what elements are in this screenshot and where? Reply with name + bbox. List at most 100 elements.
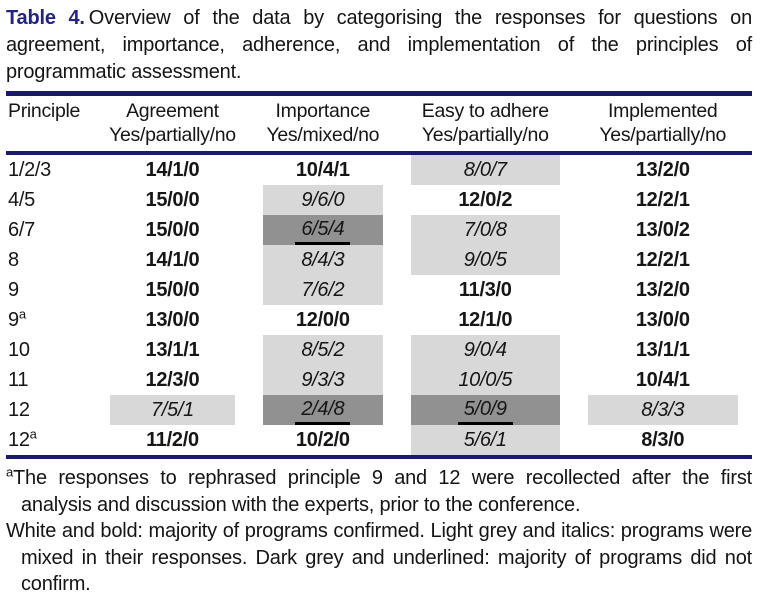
table-row: 4/5 15/0/0 9/6/0 12/0/2 12/2/1 [6,185,752,215]
principle-cell: 12a [8,426,37,451]
table-row: 12a 11/2/0 10/2/0 5/6/1 8/3/0 [6,425,752,457]
value-cell-confirmed: 12/0/2 [397,185,573,215]
value-text: 7/6/2 [301,279,345,301]
column-header-label: Agreement [126,100,219,122]
value-cell-confirmed: 13/0/0 [96,305,248,335]
value-cell-mixed: 9/3/3 [249,365,397,395]
value-cell-mixed: 9/0/4 [397,335,573,365]
value-text: 12/1/0 [458,309,513,331]
value-text: 2/4/8 [295,397,351,425]
column-header-label: Importance [275,100,371,122]
value-cell-confirmed: 11/3/0 [397,275,573,305]
value-cell-notconfirmed: 5/0/9 [397,395,573,425]
value-cell-confirmed: 13/2/0 [574,153,753,185]
table-row: 8 14/1/0 8/4/3 9/0/5 12/2/1 [6,245,752,275]
value-text: 15/0/0 [145,189,200,211]
value-text: 10/4/1 [295,159,350,181]
value-cell-mixed: 8/4/3 [249,245,397,275]
footnote-marker: a [6,464,14,480]
value-cell-mixed: 5/6/1 [397,425,573,457]
value-text: 7/0/8 [463,219,507,241]
value-cell-confirmed: 13/0/0 [574,305,753,335]
value-cell-mixed: 8/5/2 [249,335,397,365]
value-cell-confirmed: 13/1/1 [96,335,248,365]
principle-cell: 1/2/3 [8,159,51,181]
value-text: 13/1/1 [145,339,200,361]
table-row: 10 13/1/1 8/5/2 9/0/4 13/1/1 [6,335,752,365]
footnote-legend: White and bold: majority of programs con… [6,518,752,598]
value-text: 14/1/0 [145,159,200,181]
value-text: 13/0/0 [635,309,690,331]
principle-cell: 8 [8,249,19,271]
footnote-text: White and bold: majority of programs con… [6,520,752,595]
value-text: 8/3/0 [641,429,685,451]
value-text: 10/4/1 [635,369,690,391]
results-table: Principle Agreement Yes/partially/no Imp… [6,91,752,459]
column-header-implemented: Implemented Yes/partially/no [574,94,753,154]
value-cell-mixed: 8/3/3 [574,395,753,425]
value-text: 6/5/4 [295,217,351,245]
table-body: 1/2/3 14/1/0 10/4/1 8/0/7 13/2/0 4/5 15/0/0 9/6… [6,153,752,457]
column-header-sublabel: Yes/partially/no [599,124,727,146]
table-row: 6/7 15/0/0 6/5/4 7/0/8 13/0/2 [6,215,752,245]
value-cell-confirmed: 12/0/0 [249,305,397,335]
value-cell-confirmed: 12/2/1 [574,185,753,215]
table-row: 9 15/0/0 7/6/2 11/3/0 13/2/0 [6,275,752,305]
value-text: 15/0/0 [145,279,200,301]
principle-superscript: a [29,426,37,442]
column-header-easy-to-adhere: Easy to adhere Yes/partially/no [397,94,573,154]
value-text: 13/2/0 [635,279,690,301]
table-row: 9a 13/0/0 12/0/0 12/1/0 13/0/0 [6,305,752,335]
value-cell-confirmed: 15/0/0 [96,275,248,305]
footnote-text: The responses to rephrased principle 9 a… [13,467,752,516]
principle-cell: 10 [8,339,30,361]
value-cell-confirmed: 15/0/0 [96,185,248,215]
value-text: 13/2/0 [635,159,690,181]
value-text: 13/0/2 [635,219,690,241]
principle-cell: 4/5 [8,189,35,211]
column-header-importance: Importance Yes/mixed/no [249,94,397,154]
principle-cell: 9a [8,306,26,331]
column-header-sublabel: Yes/mixed/no [266,124,380,146]
principle-cell: 9 [8,279,19,301]
value-text: 9/0/5 [463,249,507,271]
value-cell-confirmed: 8/3/0 [574,425,753,457]
value-cell-confirmed: 14/1/0 [96,153,248,185]
table-row: 12 7/5/1 2/4/8 5/0/9 8/3/3 [6,395,752,425]
value-cell-confirmed: 12/1/0 [397,305,573,335]
table-footnotes: aThe responses to rephrased principle 9 … [6,465,752,598]
value-text: 9/0/4 [463,339,507,361]
value-text: 10/2/0 [295,429,350,451]
value-cell-mixed: 7/5/1 [96,395,248,425]
value-text: 12/0/0 [295,309,350,331]
principle-cell: 12 [8,399,30,421]
principle-cell: 6/7 [8,219,35,241]
value-text: 9/3/3 [301,369,345,391]
value-cell-confirmed: 13/0/2 [574,215,753,245]
value-cell-confirmed: 14/1/0 [96,245,248,275]
value-cell-mixed: 8/0/7 [397,153,573,185]
value-cell-confirmed: 15/0/0 [96,215,248,245]
value-text: 8/3/3 [641,399,685,421]
value-cell-confirmed: 10/4/1 [574,365,753,395]
principle-superscript: a [18,306,26,322]
value-text: 13/0/0 [145,309,200,331]
value-cell-confirmed: 10/2/0 [249,425,397,457]
value-cell-confirmed: 13/2/0 [574,275,753,305]
column-header-label: Easy to adhere [421,100,549,122]
value-text: 5/0/9 [457,397,513,425]
value-text: 12/3/0 [145,369,200,391]
value-text: 12/2/1 [635,249,690,271]
value-cell-notconfirmed: 6/5/4 [249,215,397,245]
column-header-sublabel: Yes/partially/no [109,124,236,146]
value-text: 13/1/1 [635,339,690,361]
value-cell-mixed: 9/0/5 [397,245,573,275]
table-header: Principle Agreement Yes/partially/no Imp… [6,94,753,154]
value-text: 9/6/0 [301,189,345,211]
value-cell-mixed: 7/0/8 [397,215,573,245]
value-text: 15/0/0 [145,219,200,241]
table-row: 1/2/3 14/1/0 10/4/1 8/0/7 13/2/0 [6,153,752,185]
column-header-label: Principle [8,100,81,122]
footnote-a: aThe responses to rephrased principle 9 … [6,465,752,518]
column-header-principle: Principle [6,94,96,154]
